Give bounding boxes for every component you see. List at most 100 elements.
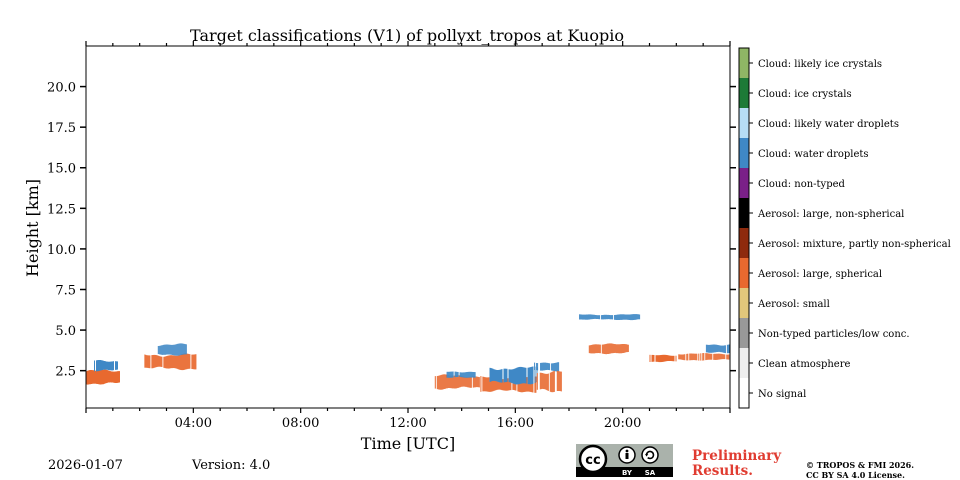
- heat-cell: [714, 344, 716, 353]
- heat-cell: [519, 366, 521, 384]
- heat-cell: [474, 376, 476, 388]
- heat-cell: [556, 362, 558, 372]
- heat-cell: [589, 314, 591, 320]
- heat-cell: [617, 344, 619, 354]
- heat-cell: [486, 377, 488, 392]
- heat-cell: [442, 374, 444, 390]
- heat-cell: [109, 370, 110, 383]
- heat-cell: [94, 370, 95, 384]
- heat-cell: [152, 355, 154, 369]
- heat-cell: [588, 314, 590, 320]
- heat-cell: [100, 360, 101, 371]
- heat-cell: [174, 355, 176, 369]
- copyright-line2: CC BY SA 4.0 License.: [806, 470, 905, 480]
- heat-cell: [527, 377, 529, 392]
- heat-cell: [89, 370, 90, 385]
- heat-cell: [558, 371, 560, 391]
- heat-cell: [455, 371, 457, 378]
- heat-cell: [153, 354, 155, 368]
- heat-cell: [618, 344, 620, 354]
- heat-cell: [483, 376, 485, 392]
- heat-cell: [546, 373, 548, 391]
- heat-cell: [112, 371, 113, 383]
- heat-cell: [463, 376, 465, 387]
- heat-cell: [466, 372, 468, 378]
- heat-cell: [608, 343, 610, 354]
- heat-cell: [586, 314, 588, 320]
- copyright-notice: © TROPOS & FMI 2026. CC BY SA 4.0 Licens…: [806, 460, 914, 480]
- heat-cell: [456, 371, 458, 377]
- colorbar-segment: [739, 288, 749, 319]
- heat-cell: [505, 368, 507, 383]
- heat-cell: [518, 367, 520, 385]
- heat-cell: [670, 355, 672, 361]
- heat-cell: [523, 367, 525, 384]
- heat-cell: [718, 353, 720, 360]
- heat-cell: [111, 361, 112, 371]
- heat-cell: [728, 344, 730, 354]
- heat-cell: [515, 379, 517, 391]
- heat-cell: [449, 375, 451, 389]
- heat-cell: [627, 344, 629, 352]
- heat-cell: [170, 355, 172, 369]
- heat-cell: [446, 371, 448, 378]
- heat-cell: [540, 372, 542, 390]
- heat-cell: [689, 353, 691, 361]
- heat-cell: [166, 344, 168, 355]
- heat-cell: [559, 371, 561, 392]
- heat-cell: [109, 361, 110, 371]
- heat-cell: [451, 375, 453, 389]
- heat-cell: [463, 372, 465, 378]
- heat-cell: [547, 373, 549, 391]
- heat-cell: [116, 371, 117, 383]
- heat-cell: [514, 368, 516, 385]
- heat-cell: [497, 377, 499, 390]
- heat-cell: [107, 361, 108, 370]
- heat-cell: [115, 371, 116, 383]
- heat-cell: [501, 369, 503, 383]
- heat-cell: [555, 362, 557, 372]
- heat-cell: [540, 362, 542, 371]
- heat-cell: [553, 370, 555, 392]
- heat-cell: [557, 371, 559, 391]
- heat-cell: [174, 344, 176, 356]
- heat-cell: [151, 355, 153, 369]
- heat-cell: [614, 344, 616, 353]
- heat-cell: [178, 343, 180, 356]
- heat-cell: [530, 367, 532, 385]
- heat-cell: [119, 371, 120, 383]
- heat-cell: [465, 377, 467, 387]
- heat-cell: [454, 375, 456, 389]
- copyright-line1: © TROPOS & FMI 2026.: [806, 460, 915, 470]
- heat-cell: [439, 375, 441, 390]
- heat-cell: [102, 369, 103, 385]
- heat-cell: [187, 353, 189, 369]
- heat-cell: [192, 354, 194, 370]
- heat-cell: [492, 376, 494, 392]
- heat-cell: [680, 354, 682, 360]
- x-axis-label: Time [UTC]: [361, 434, 455, 453]
- classification-heatmap: [86, 314, 730, 393]
- heat-cell: [724, 345, 726, 354]
- preliminary-line2: Results.: [692, 463, 753, 479]
- y-tick-label: 7.5: [55, 283, 76, 298]
- heat-cell: [594, 314, 596, 319]
- heat-cell: [671, 355, 673, 362]
- heat-cell: [178, 355, 180, 370]
- heat-cell: [546, 362, 548, 370]
- heat-cell: [492, 368, 494, 381]
- heat-cell: [595, 344, 597, 354]
- heat-cell: [471, 371, 473, 378]
- heat-cell: [611, 343, 613, 354]
- heat-cell: [695, 353, 697, 361]
- heat-cell: [504, 378, 506, 391]
- heat-cell: [496, 377, 498, 390]
- heat-cell: [521, 377, 523, 393]
- heat-cell: [104, 361, 105, 370]
- heat-cell: [621, 314, 623, 320]
- by-attribution-icon: [618, 446, 636, 464]
- heat-cell: [634, 314, 636, 320]
- heat-cell: [505, 378, 507, 391]
- heat-cell: [673, 355, 675, 362]
- heat-cell: [728, 354, 730, 360]
